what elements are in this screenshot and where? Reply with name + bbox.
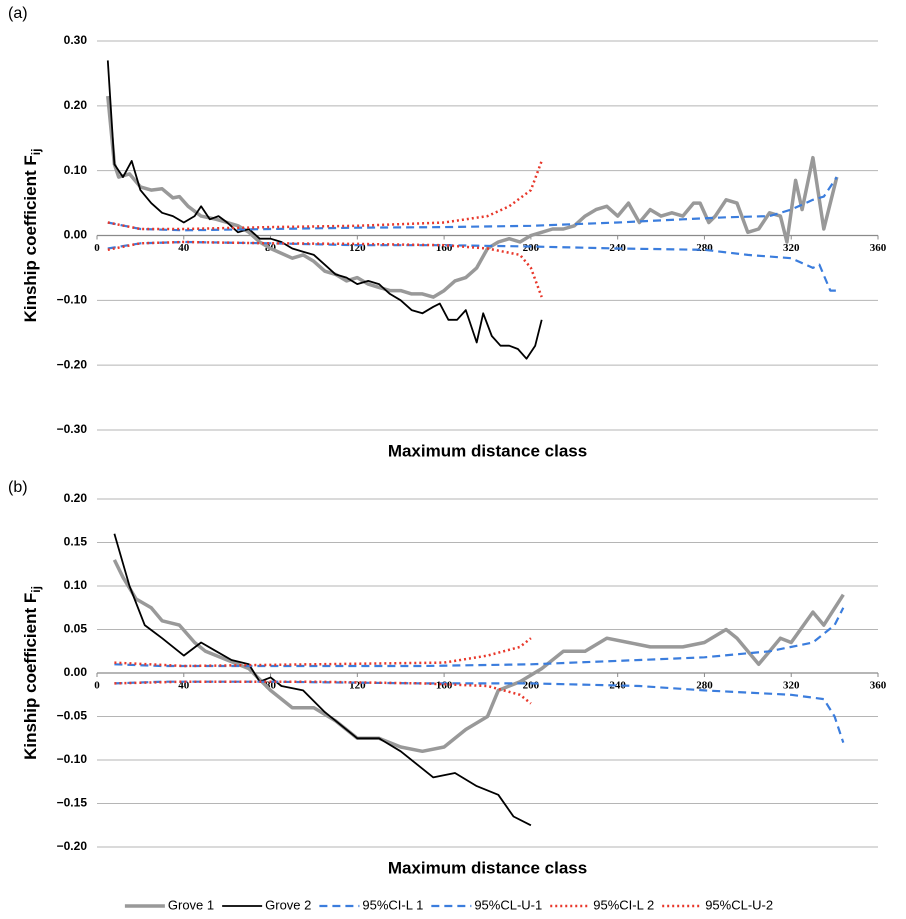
x-tick-label: 360 [870,242,887,254]
panel-label: (b) [8,479,28,496]
x-axis-title: Maximum distance class [388,858,587,877]
y-tick-label: 0.30 [64,33,88,47]
x-tick-label: 120 [349,680,366,692]
legend-label: 95%CL-U-2 [705,897,773,912]
x-tick-label: 0 [94,680,100,692]
y-tick-label: −0.20 [57,357,88,371]
y-tick-label: 0.00 [64,228,88,242]
y-tick-label: 0.20 [64,491,88,505]
legend: Grove 1 Grove 2 95%CI-L 1 95%CL-U-1 95%CI-L … [124,897,773,912]
x-tick-label: 80 [265,680,277,692]
y-axis-title-sub: ij [29,149,43,156]
x-tick-label: 360 [870,680,887,692]
y-tick-label: 0.20 [64,98,88,112]
series-line [114,637,532,668]
x-axis-title: Maximum distance class [388,441,587,460]
series-line [107,240,837,292]
x-tick-label: 280 [696,242,713,254]
y-tick-label: 0.05 [64,622,88,636]
x-tick-label: 320 [783,680,800,692]
x-tick-label: 280 [696,680,713,692]
x-tick-label: 200 [523,242,540,254]
y-tick-label: 0.10 [64,578,88,592]
y-tick-label: 0.10 [64,163,88,177]
legend-label: 95%CI-L 1 [362,897,423,912]
y-axis-title: Kinship coefficient Fij [21,586,43,760]
legend-label: Grove 2 [265,897,311,912]
x-tick-label: 0 [94,242,100,254]
y-tick-label: 0.00 [64,665,88,679]
series-line [106,95,839,299]
y-axis-title-sub: ij [29,586,43,593]
legend-label: 95%CI-L 2 [593,897,654,912]
y-tick-label: −0.20 [57,839,88,853]
y-tick-label: −0.05 [57,709,88,723]
series-line [114,680,845,743]
x-tick-label: 40 [178,242,190,254]
panel-label: (a) [8,5,28,22]
x-tick-label: 200 [523,680,540,692]
y-tick-label: −0.10 [57,293,88,307]
y-tick-label: −0.30 [57,422,88,436]
y-axis-title-main: Kinship coefficient F [21,155,40,322]
series-line [106,60,543,360]
y-axis-title-main: Kinship coefficient F [21,593,40,760]
series-line [107,176,838,232]
y-tick-label: −0.15 [57,796,88,810]
legend-label: Grove 1 [168,897,214,912]
x-tick-label: 160 [436,242,453,254]
series-line [114,680,532,705]
series-line [113,533,532,827]
y-tick-label: 0.15 [64,535,88,549]
x-tick-label: 40 [178,680,190,692]
x-tick-label: 240 [609,680,626,692]
y-tick-label: −0.10 [57,752,88,766]
x-tick-label: 320 [783,242,800,254]
y-axis-title: Kinship coefficient Fij [21,149,43,323]
legend-label: 95%CL-U-1 [474,897,542,912]
